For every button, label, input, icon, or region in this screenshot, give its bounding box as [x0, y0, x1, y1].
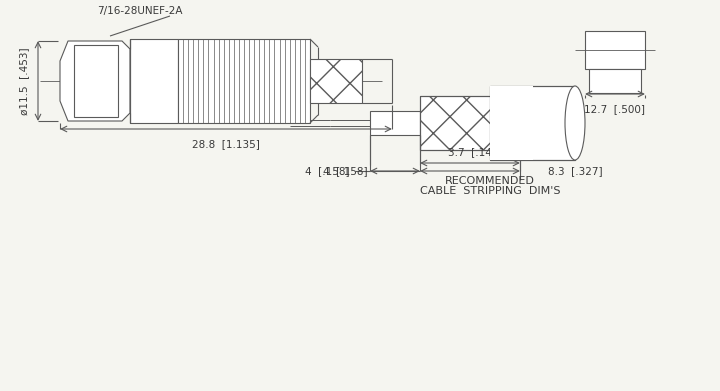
- Bar: [74, 45, 118, 117]
- Text: 4  [.158]: 4 [.158]: [305, 166, 350, 176]
- Bar: [585, 31, 645, 69]
- Ellipse shape: [565, 86, 585, 160]
- Text: 28.8  [1.135]: 28.8 [1.135]: [192, 139, 260, 149]
- Polygon shape: [130, 39, 178, 123]
- Bar: [490, 86, 575, 160]
- Bar: [490, 86, 533, 160]
- Text: 3.7  [.146]: 3.7 [.146]: [448, 147, 503, 157]
- Text: CABLE  STRIPPING  DIM'S: CABLE STRIPPING DIM'S: [420, 186, 560, 196]
- Polygon shape: [60, 41, 130, 121]
- Text: ø11.5  [.453]: ø11.5 [.453]: [19, 47, 29, 115]
- Bar: [420, 96, 520, 150]
- Bar: [420, 96, 520, 150]
- Bar: [370, 111, 420, 135]
- Bar: [310, 59, 362, 103]
- Text: 7/16-28UNEF-2A: 7/16-28UNEF-2A: [97, 6, 183, 16]
- Bar: [178, 39, 310, 123]
- Text: RECOMMENDED: RECOMMENDED: [445, 176, 535, 186]
- Text: 8.3  [.327]: 8.3 [.327]: [548, 166, 603, 176]
- Text: 4  [.158]: 4 [.158]: [323, 166, 367, 176]
- Bar: [589, 69, 641, 93]
- Text: 12.7  [.500]: 12.7 [.500]: [585, 104, 646, 114]
